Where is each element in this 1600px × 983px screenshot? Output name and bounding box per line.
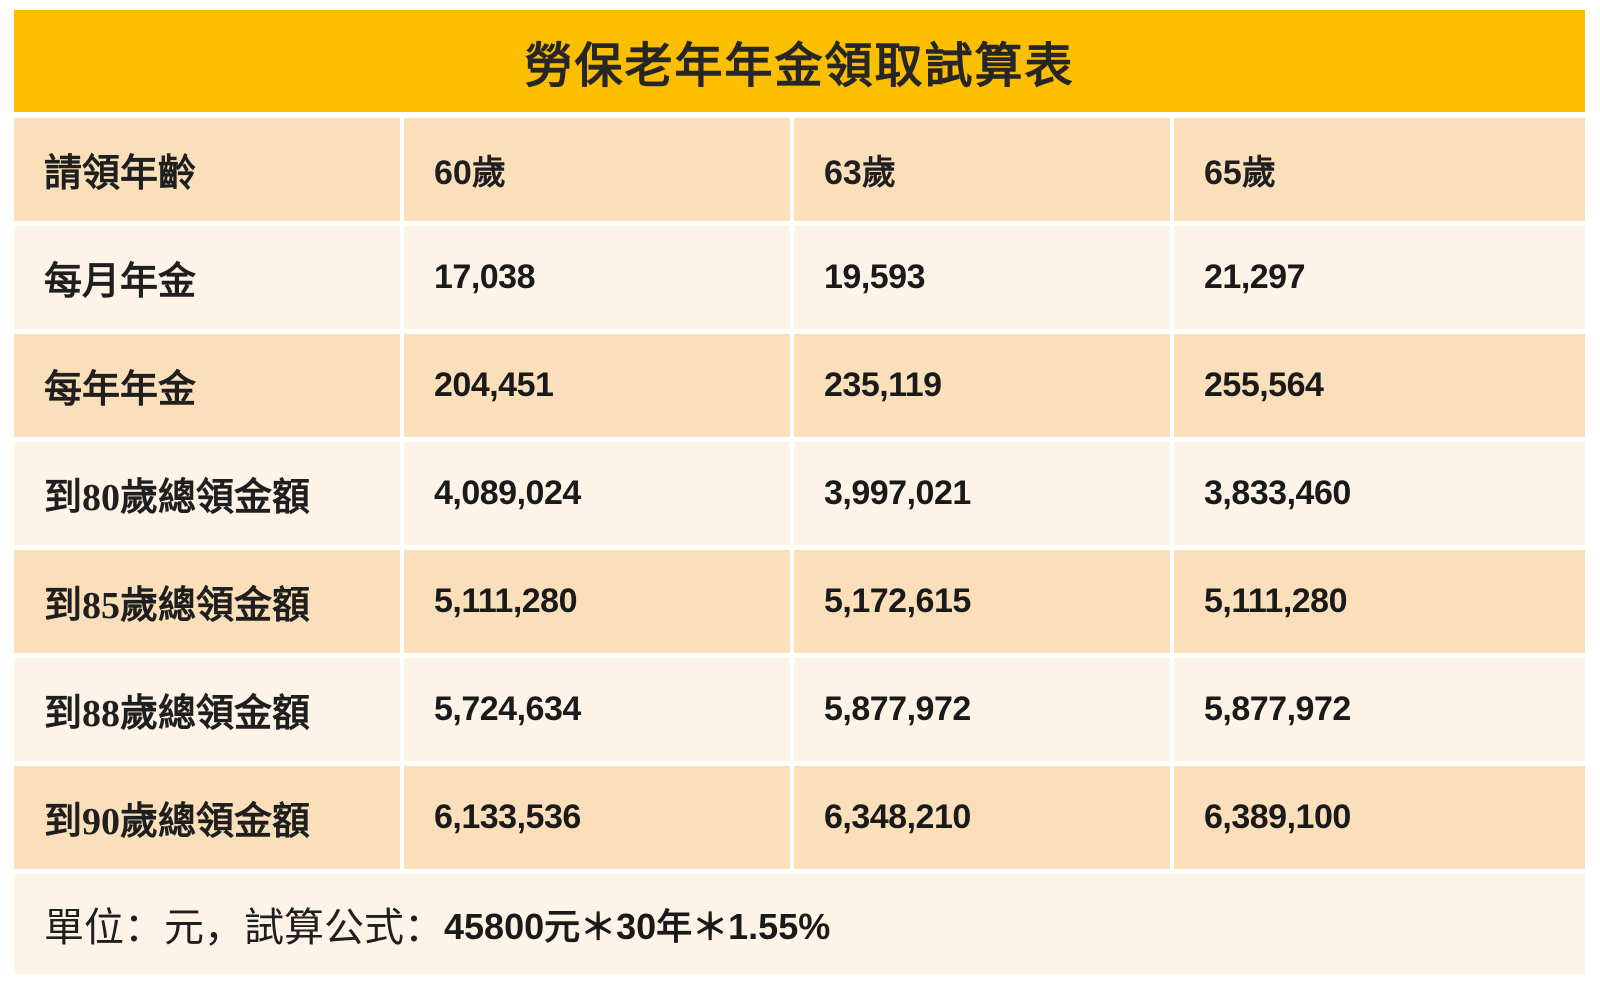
value-cell: 6,348,210 xyxy=(794,766,1170,869)
value-cell: 5,877,972 xyxy=(794,658,1170,761)
row-label-total-age-88: 到88歲總領金額 xyxy=(14,658,400,761)
value-cell: 3,833,460 xyxy=(1174,442,1585,545)
pension-calculation-table: 勞保老年年金領取試算表 請領年齡 60歲 63歲 65歲 每月年金 17,038… xyxy=(14,10,1585,977)
page-title: 勞保老年年金領取試算表 xyxy=(524,40,1075,93)
footnote-formula-text: 45800元＊30年＊1.55% xyxy=(444,906,831,947)
value-cell: 4,089,024 xyxy=(404,442,790,545)
value-cell: 21,297 xyxy=(1174,226,1585,329)
value-cell: 3,997,021 xyxy=(794,442,1170,545)
value-cell: 204,451 xyxy=(404,334,790,437)
header-row-label: 請領年齡 xyxy=(14,118,400,221)
value-cell: 6,389,100 xyxy=(1174,766,1585,869)
table-footnote: 單位：元，試算公式： 45800元＊30年＊1.55% xyxy=(14,874,1585,974)
value-cell: 235,119 xyxy=(794,334,1170,437)
value-cell: 5,172,615 xyxy=(794,550,1170,653)
value-cell: 5,877,972 xyxy=(1174,658,1585,761)
table-title-bar: 勞保老年年金領取試算表 xyxy=(14,10,1585,112)
row-label-total-age-90: 到90歲總領金額 xyxy=(14,766,400,869)
value-cell: 5,724,634 xyxy=(404,658,790,761)
value-cell: 5,111,280 xyxy=(404,550,790,653)
row-label-total-age-85: 到85歲總領金額 xyxy=(14,550,400,653)
value-cell: 17,038 xyxy=(404,226,790,329)
value-cell: 5,111,280 xyxy=(1174,550,1585,653)
value-cell: 255,564 xyxy=(1174,334,1585,437)
column-header-age-60: 60歲 xyxy=(404,118,790,221)
table-grid: 請領年齡 60歲 63歲 65歲 每月年金 17,038 19,593 21,2… xyxy=(14,118,1585,977)
row-label-yearly-pension: 每年年金 xyxy=(14,334,400,437)
value-cell: 19,593 xyxy=(794,226,1170,329)
column-header-age-63: 63歲 xyxy=(794,118,1170,221)
row-label-monthly-pension: 每月年金 xyxy=(14,226,400,329)
column-header-age-65: 65歲 xyxy=(1174,118,1585,221)
footnote-unit-text: 單位：元，試算公式： xyxy=(44,905,444,950)
row-label-total-age-80: 到80歲總領金額 xyxy=(14,442,400,545)
value-cell: 6,133,536 xyxy=(404,766,790,869)
